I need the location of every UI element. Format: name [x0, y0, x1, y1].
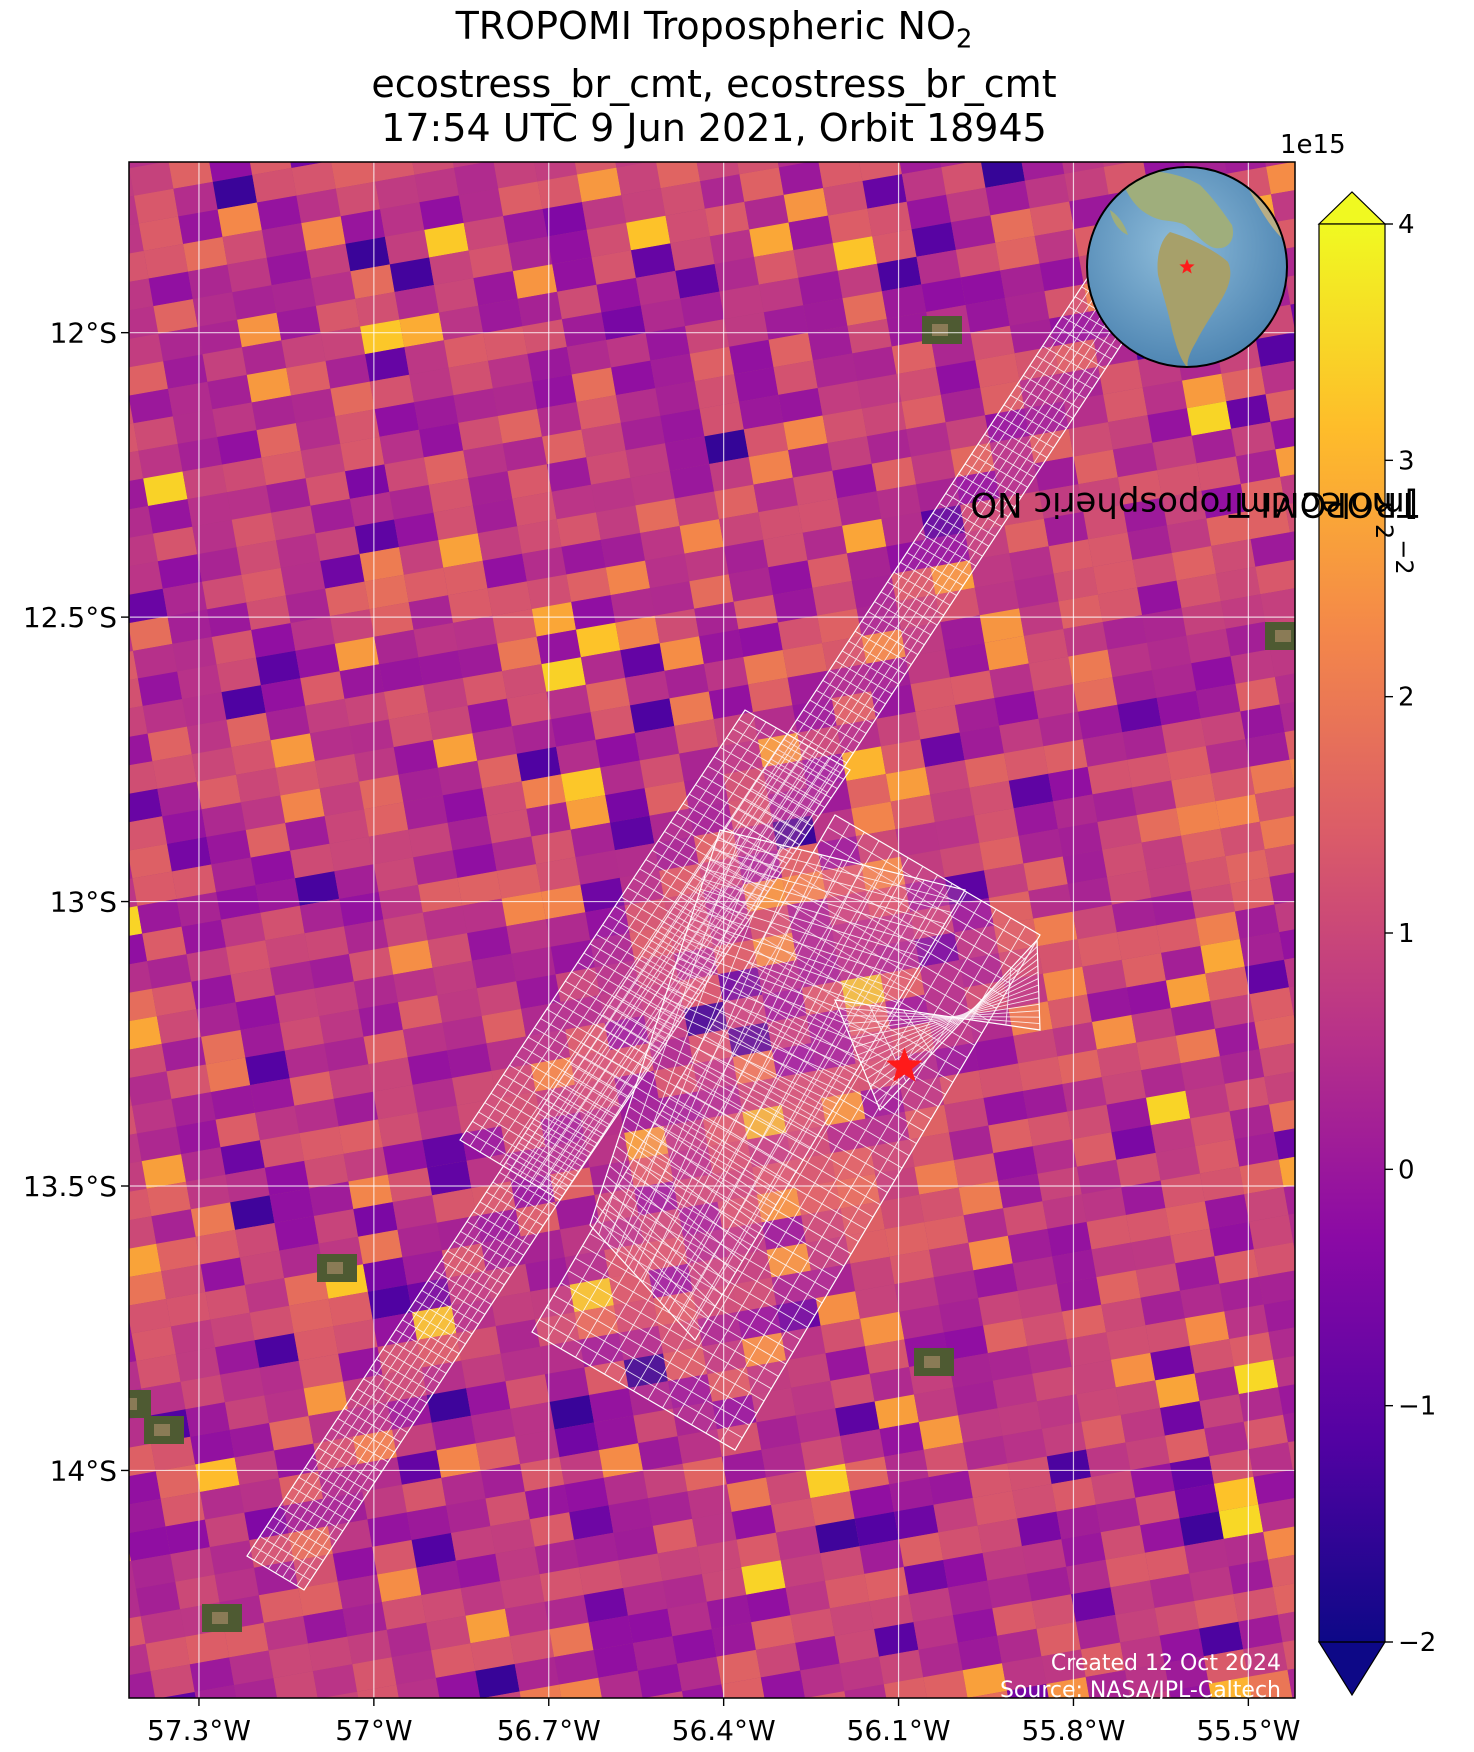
target-star — [886, 1047, 923, 1082]
no2-pixel-layer — [129, 162, 1295, 1698]
colorbar: 4 3 2 1 0 −1 −2 — [1317, 191, 1436, 1697]
map-frame — [128, 161, 1296, 1699]
lon-tick-label: 56.7°W — [497, 1714, 601, 1747]
title-line-1: TROPOMI Tropospheric NO2 — [455, 4, 973, 55]
colorbar-gradient — [1319, 224, 1385, 1642]
axis-ticks: 57.3°W 57°W 56.7°W 56.4°W 56.1°W 55.8°W 55.5°W… — [23, 317, 1301, 1747]
lon-tick-label: 57°W — [335, 1714, 412, 1747]
lat-tick-label: 13.5°S — [23, 1170, 117, 1203]
globe-star — [1179, 259, 1195, 274]
target-star-marker — [886, 1047, 923, 1082]
colorbar-tick-label: 2 — [1398, 683, 1415, 713]
globe-location-star-icon — [1179, 259, 1195, 274]
lon-tick-label: 57.3°W — [147, 1714, 251, 1747]
lon-tick-label: 56.1°W — [847, 1714, 951, 1747]
source-credit: Source: NASA/JPL-Caltech — [1000, 1678, 1281, 1703]
title-subscript: 2 — [955, 24, 973, 55]
colorbar-tick-label: −2 — [1398, 1628, 1436, 1658]
figure-title: TROPOMI Tropospheric NO2 ecostress_br_cm… — [0, 4, 1428, 150]
colorbar-tick-label: 4 — [1398, 210, 1415, 240]
lat-tick-label: 12.5°S — [23, 601, 117, 634]
title-line-2: ecostress_br_cmt, ecostress_br_cmt — [371, 61, 1057, 106]
colorbar-ticks: 4 3 2 1 0 −1 −2 — [1385, 210, 1436, 1658]
ecostress-swath-overlay — [246, 276, 1145, 1591]
title-line-3: 17:54 UTC 9 Jun 2021, Orbit 18945 — [381, 105, 1047, 150]
lon-tick-label: 55.8°W — [1021, 1714, 1125, 1747]
graticule — [129, 162, 1295, 1698]
colorbar-min-extend — [1317, 1641, 1387, 1697]
lat-tick-label: 14°S — [50, 1454, 117, 1487]
colorbar-tick-label: 3 — [1398, 446, 1415, 476]
colorbar-exponent: 1e15 — [1280, 130, 1346, 160]
lon-tick-label: 55.5°W — [1196, 1714, 1300, 1747]
colorbar-tick-label: 1 — [1398, 919, 1415, 949]
lon-tick-label: 56.4°W — [672, 1714, 776, 1747]
colorbar-tick-label: −1 — [1398, 1392, 1436, 1422]
colorbar-tick-label: 0 — [1398, 1155, 1415, 1185]
lat-tick-label: 12°S — [50, 317, 117, 350]
lat-tick-label: 13°S — [50, 886, 117, 919]
created-credit: Created 12 Oct 2024 — [1051, 1651, 1281, 1676]
colorbar-max-extend — [1317, 191, 1387, 225]
